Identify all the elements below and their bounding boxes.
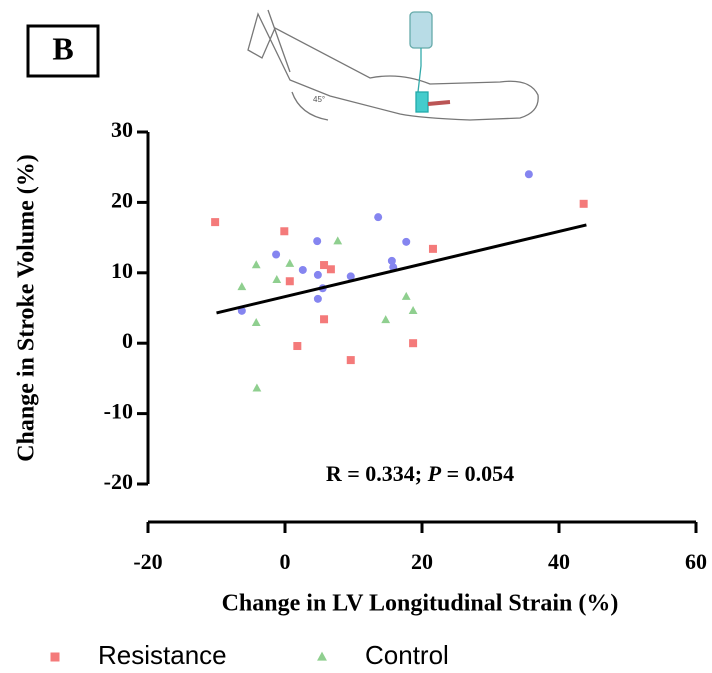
x-tick-label: -20 (133, 549, 162, 574)
annotation-part: P (427, 461, 442, 486)
angle-note: 45° (313, 95, 325, 104)
panel-label: B (52, 30, 73, 66)
marker-triangle (237, 282, 247, 291)
marker-circle (402, 237, 411, 246)
marker-triangle (381, 315, 391, 324)
marker-square (280, 227, 289, 236)
x-tick-label: 40 (548, 549, 570, 574)
marker-triangle (272, 275, 282, 284)
x-tick-label: 0 (280, 549, 291, 574)
marker-square (285, 277, 294, 286)
panel-box (26, 24, 100, 78)
marker-triangle (251, 317, 261, 326)
marker-square (326, 265, 335, 274)
marker-triangle (251, 260, 261, 269)
x-tick-label: 20 (411, 549, 433, 574)
annotation: R = 0.334; P = 0.054 (326, 461, 514, 486)
x-axis-title: Change in LV Longitudinal Strain (%) (222, 591, 619, 617)
y-tick-label: 30 (111, 117, 133, 142)
marker-square (320, 315, 329, 324)
y-tick-label: 10 (111, 258, 133, 283)
x-tick-label: 60 (685, 549, 707, 574)
marker-square (320, 261, 329, 270)
marker-square (428, 244, 437, 253)
y-tick-label: -10 (104, 399, 133, 424)
marker-circle (524, 170, 533, 179)
marker-circle (374, 213, 383, 222)
y-axis-title: Change in Stroke Volume (%) (14, 154, 40, 462)
marker-circle (298, 265, 307, 274)
marker-square (409, 339, 418, 348)
trend-line (216, 223, 587, 315)
marker-triangle (285, 258, 295, 267)
marker-triangle (252, 383, 262, 392)
marker-circle (387, 256, 396, 265)
marker-triangle (317, 651, 327, 661)
marker-square (293, 342, 302, 351)
marker-circle (272, 250, 281, 259)
marker-triangle (408, 306, 418, 315)
y-tick-label: 20 (111, 187, 133, 212)
marker-square (579, 199, 588, 208)
marker-triangle (333, 236, 343, 245)
annotation-part: R = 0.334; (326, 461, 428, 486)
marker-triangle (401, 291, 411, 300)
marker-circle (346, 272, 355, 281)
marker-square (346, 356, 355, 365)
marker-square (211, 218, 220, 227)
y-tick-label: 0 (122, 328, 133, 353)
marker-circle (313, 237, 322, 246)
legend-label: Resistance (98, 640, 227, 670)
marker-circle (313, 270, 322, 279)
marker-circle (313, 294, 322, 303)
illustration (247, 9, 539, 121)
annotation-part: = 0.054 (441, 461, 514, 486)
legend-label: Control (365, 640, 449, 670)
y-tick-label: -20 (104, 469, 133, 494)
marker-square (50, 652, 60, 662)
